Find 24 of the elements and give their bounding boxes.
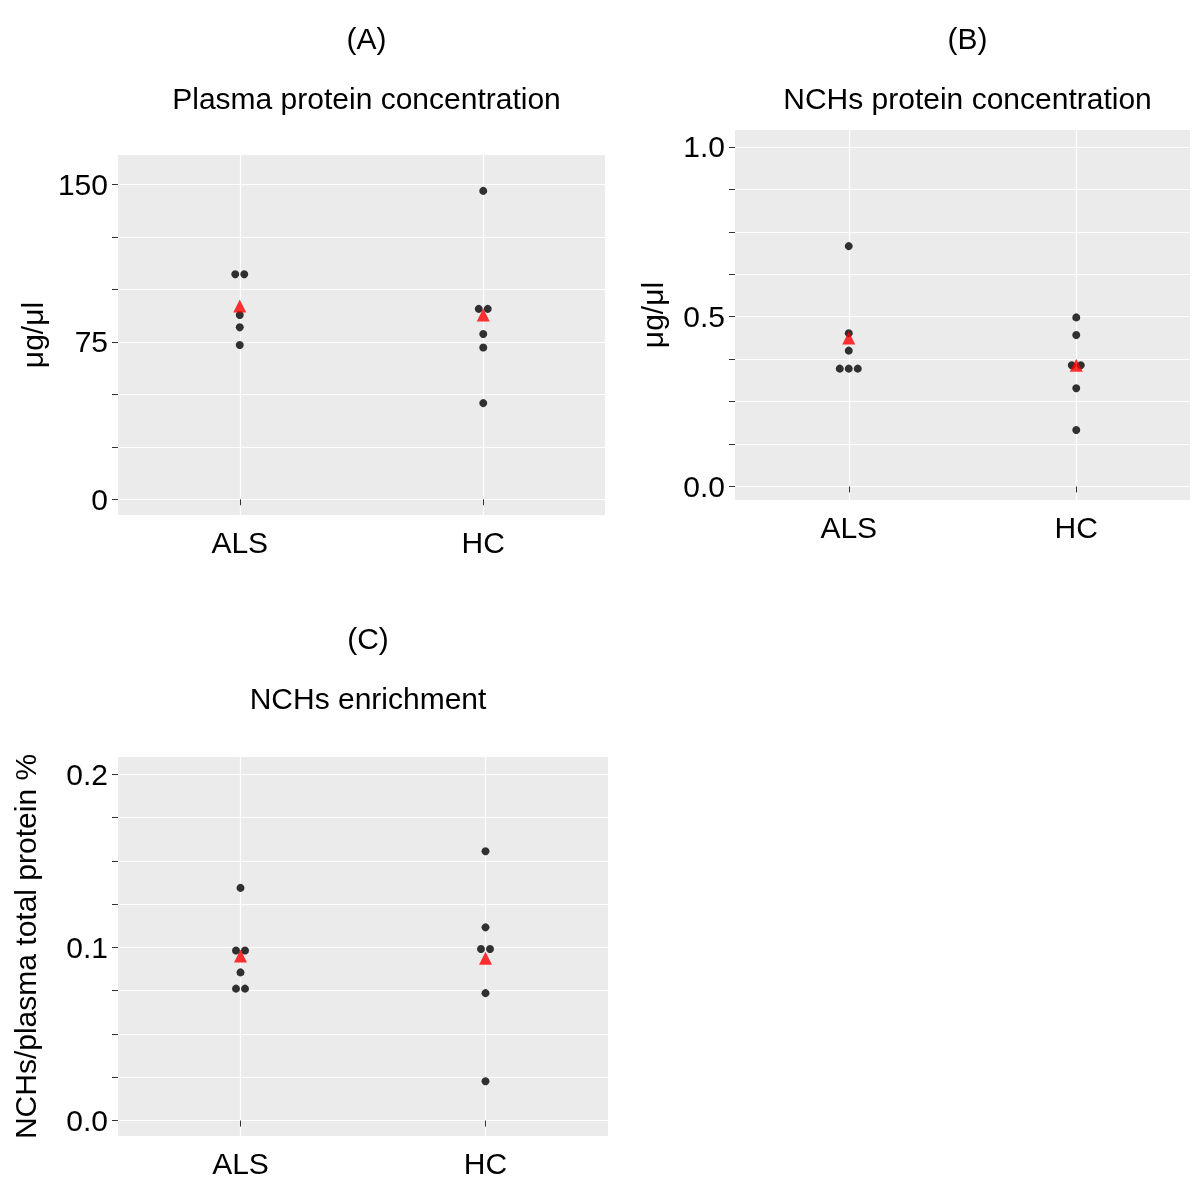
chart-subtitle: NCHs protein concentration — [783, 81, 1152, 115]
x-tick-label: HC — [461, 525, 505, 559]
chart-subtitle: Plasma protein concentration — [172, 81, 561, 115]
y-tick-label: 75 — [74, 325, 108, 359]
x-tick-label: ALS — [211, 525, 269, 559]
y-tick-label: 0.5 — [683, 300, 725, 334]
y-axis-title: μg/μl — [635, 281, 669, 349]
y-tick-label: 0.0 — [66, 1104, 108, 1138]
chart-title: (C) — [347, 621, 389, 655]
y-tick-label: 150 — [57, 167, 108, 201]
y-tick-label: 0 — [91, 482, 108, 516]
y-axis-title: NCHs/plasma total protein % — [8, 753, 42, 1140]
x-tick-label: HC — [463, 1146, 508, 1178]
y-tick-label: 0.1 — [66, 930, 108, 964]
x-tick-label: ALS — [820, 510, 878, 544]
chart-title: (A) — [346, 21, 387, 55]
y-tick-label: 0.0 — [683, 469, 725, 503]
x-tick-label: ALS — [212, 1146, 269, 1178]
x-tick-label: HC — [1054, 510, 1098, 544]
chart-subtitle: NCHs enrichment — [249, 681, 488, 715]
y-axis-title: μg/μl — [15, 301, 49, 369]
y-tick-label: 0.2 — [66, 757, 108, 791]
y-tick-label: 1.0 — [683, 130, 725, 164]
chart-title: (B) — [947, 21, 988, 55]
